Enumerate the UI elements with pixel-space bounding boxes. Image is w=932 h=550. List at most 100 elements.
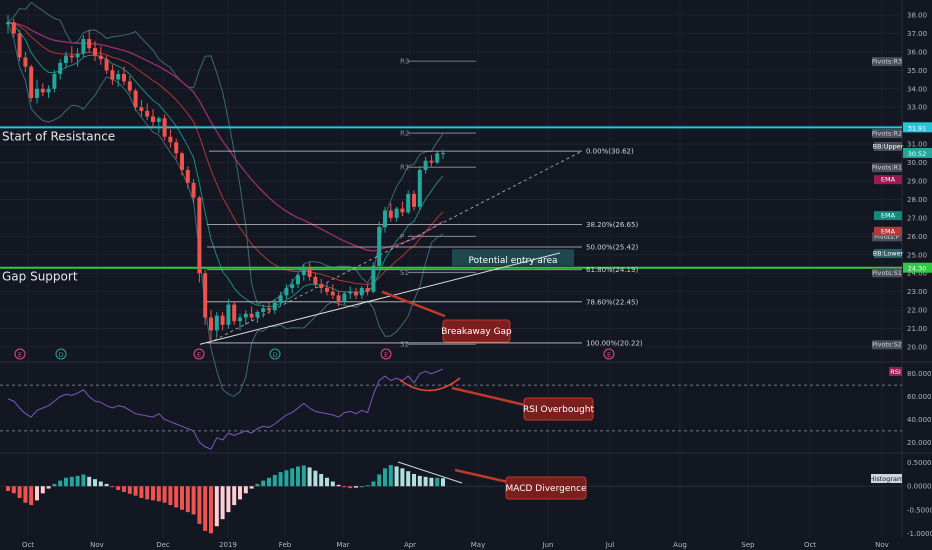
candle-body <box>377 227 382 266</box>
breakaway-gap-box <box>442 319 511 343</box>
candle-body <box>226 304 231 325</box>
price-tick-label: 30.00 <box>907 159 927 167</box>
macd-histogram <box>6 465 445 534</box>
event-marker-label: D <box>272 351 277 359</box>
indicator-tag-text: EMA <box>881 227 896 235</box>
time-tick-label: May <box>471 541 485 549</box>
macd-bar <box>168 486 173 506</box>
time-tick-label: Dec <box>156 541 170 549</box>
fib-level-label: 38.20%(26.65) <box>586 221 638 229</box>
indicator-tag-text: EMA <box>881 176 896 184</box>
candle-body <box>348 291 353 294</box>
macd-bar <box>296 466 300 487</box>
pivot-tag <box>872 163 902 173</box>
candle-body <box>336 295 341 301</box>
macd-bar <box>151 486 155 501</box>
candle-body <box>249 313 254 318</box>
time-tick-label: Aug <box>673 541 687 549</box>
macd-bar <box>267 477 271 487</box>
candles <box>6 15 445 344</box>
macd-bar <box>46 486 51 489</box>
pivot-tag <box>872 129 902 139</box>
candle-body <box>284 287 289 296</box>
macd-bar <box>290 468 295 487</box>
candle-body <box>412 193 416 207</box>
candle-body <box>319 284 324 288</box>
candle-body <box>174 142 179 154</box>
price-tick-label: 22.00 <box>907 307 927 315</box>
candle-body <box>203 273 208 318</box>
time-tick-label: Oct <box>804 541 816 549</box>
pivot-tag-text: Pivots:S2 <box>872 341 902 349</box>
price-tick-label: 34.00 <box>907 85 927 93</box>
candle-body <box>400 208 405 213</box>
pivot-tag-text: Pivots:R1 <box>872 164 902 172</box>
fib-trend-line <box>208 150 583 344</box>
indicator-tag <box>874 141 902 151</box>
time-tick-label: Feb <box>279 541 292 549</box>
macd-bar <box>383 468 387 487</box>
candle-body <box>296 275 300 285</box>
macd-bar <box>64 477 68 487</box>
time-tick-label: Mar <box>336 541 349 549</box>
candle-body <box>238 317 242 322</box>
candle-body <box>272 302 277 311</box>
rsi-tick-label: 40.0000 <box>907 416 932 424</box>
macd-bar <box>423 476 428 487</box>
entry-area-box <box>452 249 574 266</box>
macd-bar <box>330 481 335 487</box>
bollinger-upper-line <box>7 1 444 305</box>
candle-body <box>197 197 202 274</box>
macd-divergence-label: MACD Divergence <box>505 484 587 494</box>
macd-bar <box>75 475 80 487</box>
candle-body <box>342 293 347 301</box>
indicator-tag-text: BB:Upper <box>873 142 904 150</box>
fib-level-label: 50.00%(25.42) <box>586 244 638 252</box>
event-marker <box>14 348 26 360</box>
macd-bar <box>394 466 399 487</box>
macd-bar <box>325 477 329 487</box>
macd-bar <box>127 486 132 494</box>
price-tick-label: 29.00 <box>907 178 927 186</box>
support-label: Gap Support <box>2 270 78 284</box>
time-tick-label: Apr <box>404 541 416 549</box>
macd-bar <box>278 472 283 487</box>
fib-level-label: 61.80%(24.19) <box>586 266 638 274</box>
resistance-price-tag-text: 31.91 <box>908 124 927 132</box>
macd-bar <box>197 486 202 524</box>
macd-bar <box>162 486 167 503</box>
time-tick-label: Nov <box>90 541 104 549</box>
candle-body <box>255 311 260 318</box>
macd-bar <box>342 486 347 488</box>
candle-body <box>330 291 335 296</box>
pivot-tag-text: Pivots:P <box>874 233 900 241</box>
macd-bar <box>400 468 405 487</box>
pivot-tag <box>872 268 902 278</box>
candle-body <box>267 308 271 311</box>
candle-body <box>151 116 155 122</box>
candle-body <box>58 62 63 75</box>
pivot-tag-text: Pivots:R3 <box>872 58 902 66</box>
price-tick-label: 20.00 <box>907 344 927 352</box>
candle-body <box>162 118 167 137</box>
macd-bar <box>214 486 219 527</box>
macd-bar <box>412 474 416 487</box>
rsi-tick-label: 60.0000 <box>907 393 932 401</box>
candle-body <box>423 160 428 170</box>
macd-bar <box>116 486 121 490</box>
price-tick-label: 21.00 <box>907 325 927 333</box>
macd-bar <box>139 486 144 498</box>
breakaway-gap-arrow <box>381 290 446 318</box>
candle-body <box>214 315 219 331</box>
macd-bar <box>261 480 266 487</box>
candle-body <box>46 88 51 93</box>
price-tick-label: 31.00 <box>907 141 927 149</box>
candle-body <box>122 74 126 82</box>
candle-body <box>139 107 144 111</box>
macd-bar <box>180 486 184 510</box>
price-tick-label: 37.00 <box>907 30 927 38</box>
macd-bar <box>243 486 248 494</box>
candle-body <box>180 153 184 170</box>
